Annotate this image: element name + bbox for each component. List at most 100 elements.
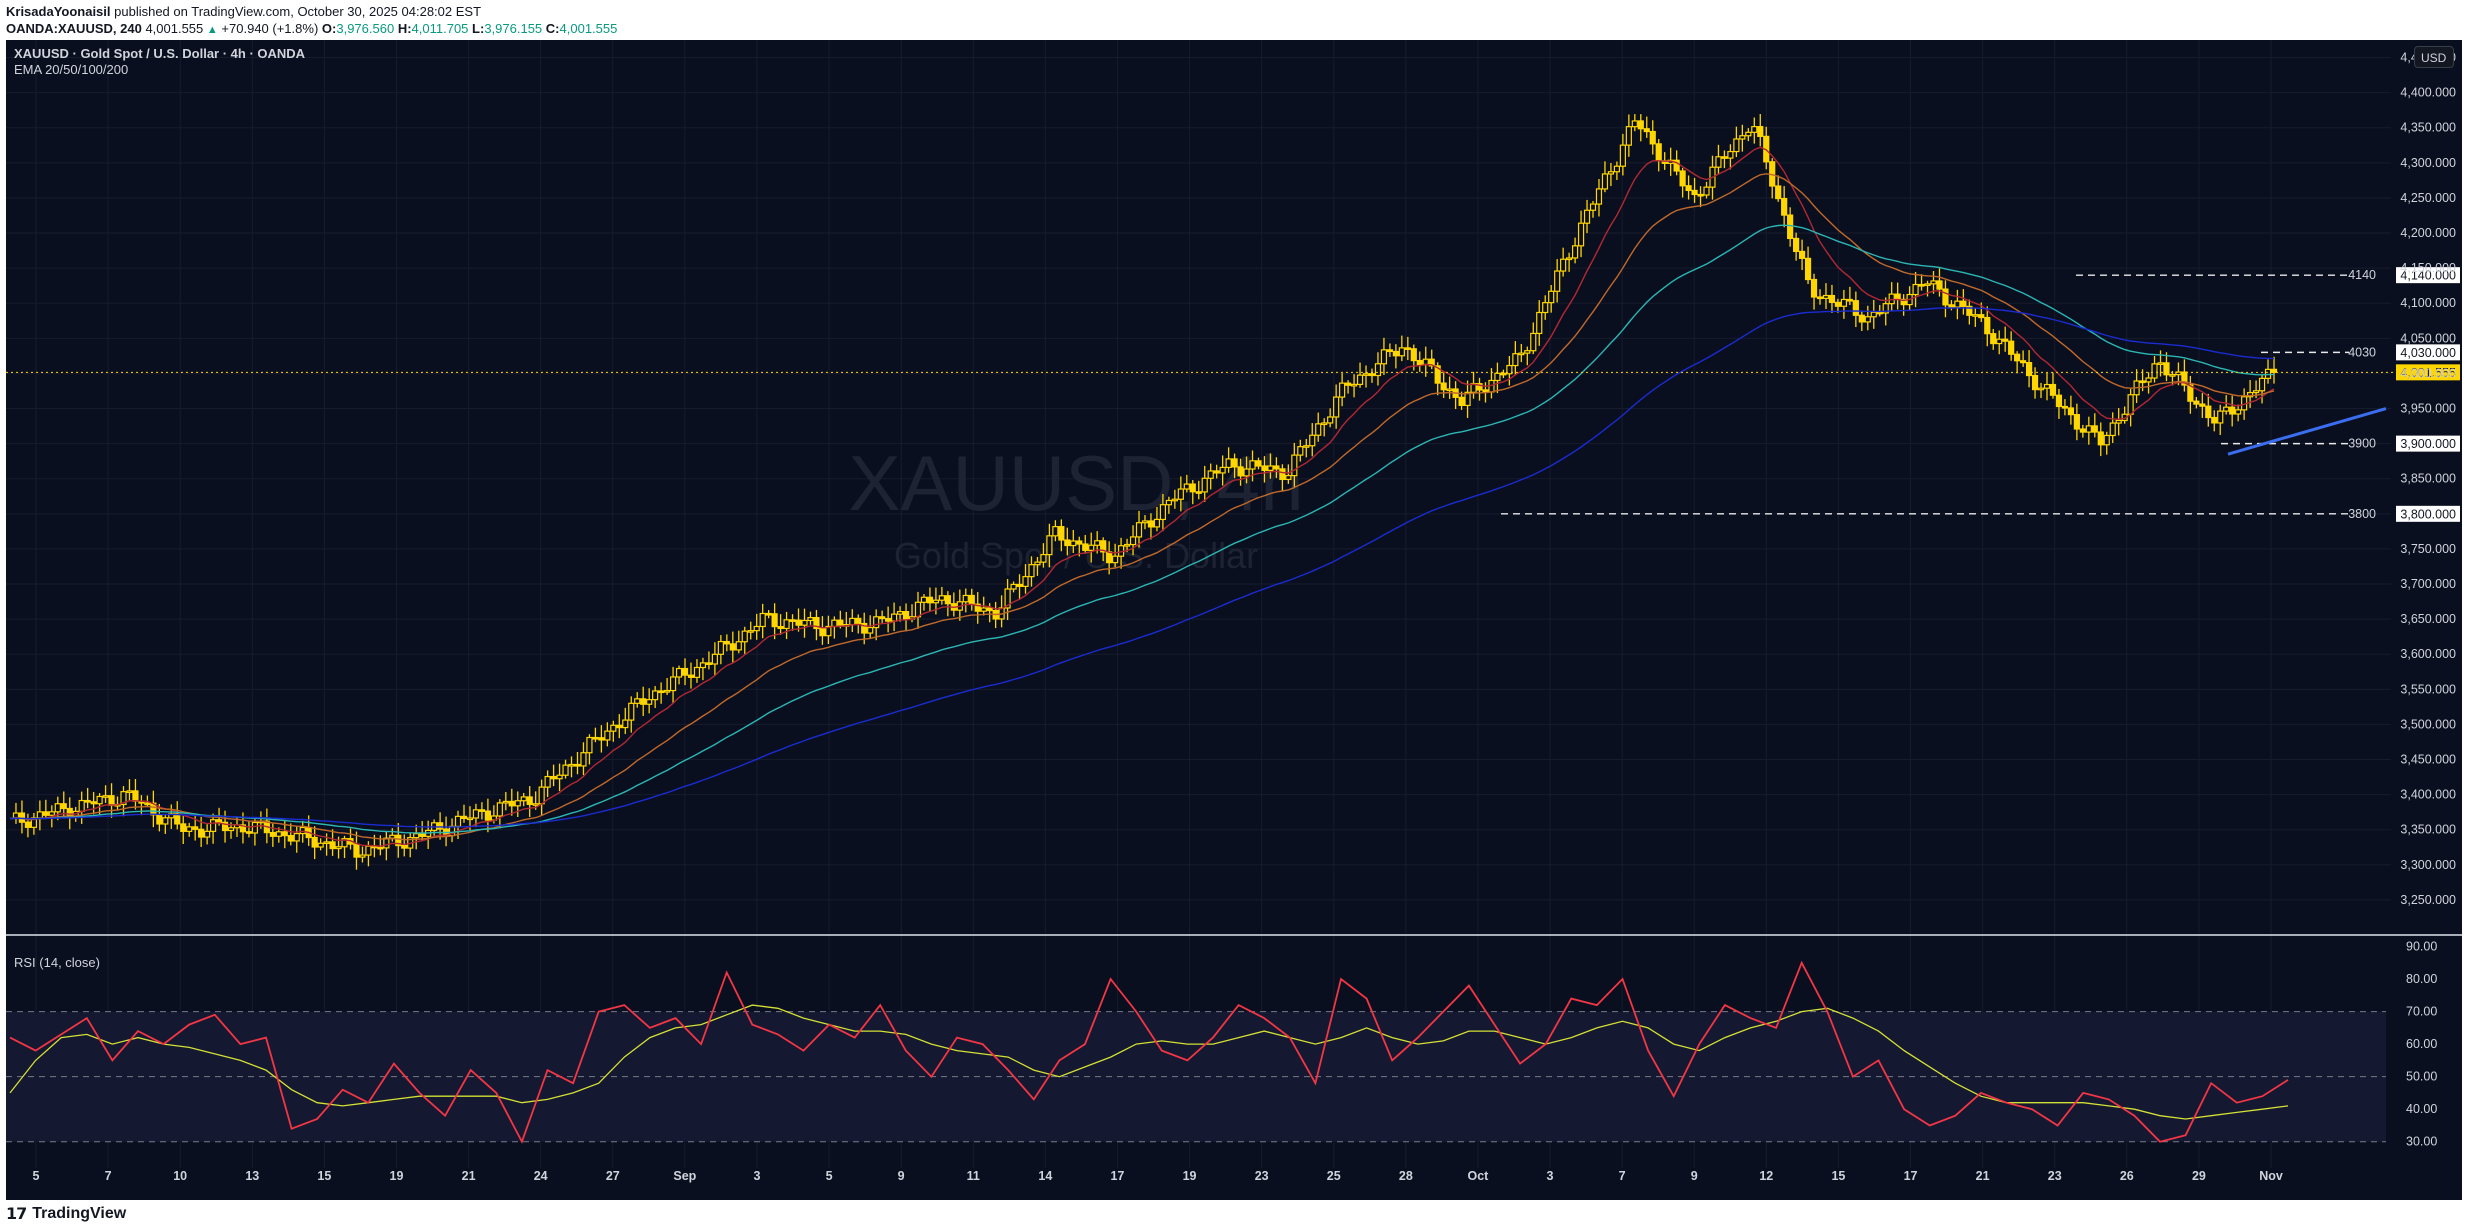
svg-text:3,900.000: 3,900.000 [2400,437,2456,451]
svg-text:15: 15 [1831,1169,1845,1183]
legend-title[interactable]: XAUUSD · Gold Spot / U.S. Dollar · 4h · … [14,46,306,61]
svg-text:17: 17 [1110,1169,1124,1183]
svg-text:5: 5 [826,1169,833,1183]
legend-indicator[interactable]: EMA 20/50/100/200 [14,62,129,77]
symbol-info: OANDA:XAUUSD, 240 [6,21,142,36]
svg-text:4,001.555: 4,001.555 [2400,366,2456,380]
svg-text:XAUUSD, 4h: XAUUSD, 4h [848,439,1303,527]
level-3800[interactable]: 3800 3,800.000 [1501,505,2460,522]
svg-text:19: 19 [390,1169,404,1183]
svg-text:4,350.000: 4,350.000 [2400,121,2456,135]
current-price-badge [2396,364,2460,381]
svg-text:40.00: 40.00 [2406,1102,2437,1116]
svg-text:28: 28 [1399,1169,1413,1183]
svg-text:4140: 4140 [2348,268,2376,282]
svg-text:3,350.000: 3,350.000 [2400,823,2456,837]
price-axis[interactable]: 4,450.0004,400.0004,350.0004,300.0004,25… [2400,51,2456,907]
trendline[interactable] [2227,407,2387,456]
svg-text:4,300.000: 4,300.000 [2400,156,2456,170]
svg-text:3,550.000: 3,550.000 [2400,682,2456,696]
time-axis[interactable]: 5 7 10 13 15 19 21 24 27 Sep 3 5 9 11 14 17 19 23 25 28 Oct 3… [33,1169,2283,1183]
currency-button[interactable]: USD [2414,46,2454,68]
svg-text:23: 23 [1255,1169,1269,1183]
svg-text:3,850.000: 3,850.000 [2400,472,2456,486]
close-value: 4,001.555 [559,21,618,36]
svg-text:3,600.000: 3,600.000 [2400,647,2456,661]
close-label: C: [545,21,560,36]
high-value: 4,011.705 [411,21,469,36]
svg-text:17: 17 [1904,1169,1918,1183]
grid [6,40,2391,1168]
svg-text:3: 3 [1547,1169,1554,1183]
up-arrow-icon: ▲ [206,24,218,36]
svg-text:3,750.000: 3,750.000 [2400,542,2456,556]
svg-text:30.00: 30.00 [2406,1135,2437,1149]
level-4140[interactable]: 4140 4,140.000 [2076,267,2460,284]
svg-text:7: 7 [105,1169,112,1183]
svg-text:4,030.000: 4,030.000 [2400,346,2456,360]
svg-text:4,140.000: 4,140.000 [2400,269,2456,283]
svg-text:4030: 4030 [2348,345,2376,359]
svg-text:10: 10 [173,1169,187,1183]
svg-text:3,500.000: 3,500.000 [2400,717,2456,731]
svg-text:3,700.000: 3,700.000 [2400,577,2456,591]
chart-container[interactable]: XAUUSD, 4h Gold Spot / U.S. Dollar 4140 4,1… [6,40,2462,1200]
svg-text:9: 9 [898,1169,905,1183]
svg-text:21: 21 [1976,1169,1990,1183]
svg-text:26: 26 [2120,1169,2134,1183]
high-label: H: [397,21,412,36]
svg-text:70.00: 70.00 [2406,1005,2437,1019]
open-value: 3,976.560 [336,21,395,36]
svg-text:Sep: Sep [673,1169,696,1183]
tradingview-logo-icon: 𝟭𝟳 [6,1206,27,1223]
svg-text:4,050.000: 4,050.000 [2400,331,2456,345]
svg-text:3,650.000: 3,650.000 [2400,612,2456,626]
rsi-pane: 90.00 80.00 70.00 60.00 50.00 40.00 30.00 [6,940,2437,1149]
svg-text:4,150.000: 4,150.000 [2400,261,2456,275]
svg-text:3,800.000: 3,800.000 [2400,507,2456,521]
svg-text:4,200.000: 4,200.000 [2400,226,2456,240]
low-value: 3,976.155 [484,21,543,36]
publish-info: published on TradingView.com, October 30… [110,4,482,19]
price-change: +70.940 (+1.8%) [221,21,319,36]
svg-text:3,400.000: 3,400.000 [2400,788,2456,802]
ema100-line [9,224,2274,834]
ema200-line [9,307,2275,828]
chart-legend: XAUUSD · Gold Spot / U.S. Dollar · 4h · … [14,46,305,78]
rsi-legend[interactable]: RSI (14, close) [14,955,100,970]
svg-text:3,300.000: 3,300.000 [2400,858,2456,872]
svg-text:4,250.000: 4,250.000 [2400,191,2456,205]
open-label: O: [321,21,337,36]
svg-text:24: 24 [534,1169,548,1183]
svg-text:19: 19 [1183,1169,1197,1183]
svg-text:60.00: 60.00 [2406,1037,2437,1051]
svg-text:80.00: 80.00 [2406,972,2437,986]
svg-text:14: 14 [1038,1169,1052,1183]
svg-text:3,450.000: 3,450.000 [2400,753,2456,767]
svg-text:90.00: 90.00 [2406,940,2437,954]
svg-text:4,400.000: 4,400.000 [2400,86,2456,100]
svg-text:12: 12 [1759,1169,1773,1183]
footer-brand: 𝟭𝟳 TradingView [6,1204,126,1224]
svg-text:3900: 3900 [2348,437,2376,451]
ema20-line [9,146,2275,847]
low-label: L: [472,21,485,36]
svg-text:3800: 3800 [2348,507,2376,521]
svg-text:27: 27 [606,1169,620,1183]
level-3900[interactable]: 3900 3,900.000 [2221,435,2460,452]
svg-text:3,250.000: 3,250.000 [2400,893,2456,907]
author-name[interactable]: KrisadaYoonaisil [6,4,111,19]
svg-text:Oct: Oct [1468,1169,1490,1183]
level-4030[interactable]: 4030 4,030.000 [2261,344,2460,361]
svg-text:29: 29 [2192,1169,2206,1183]
svg-text:11: 11 [967,1169,980,1183]
svg-text:5: 5 [33,1169,40,1183]
svg-text:3,950.000: 3,950.000 [2400,402,2456,416]
svg-text:4,100.000: 4,100.000 [2400,296,2456,310]
svg-text:25: 25 [1327,1169,1341,1183]
last-price: 4,001.555 [145,21,204,36]
publish-header: KrisadaYoonaisil published on TradingVie… [6,3,617,39]
rsi-line [9,960,2289,1144]
brand-name: TradingView [32,1205,127,1222]
